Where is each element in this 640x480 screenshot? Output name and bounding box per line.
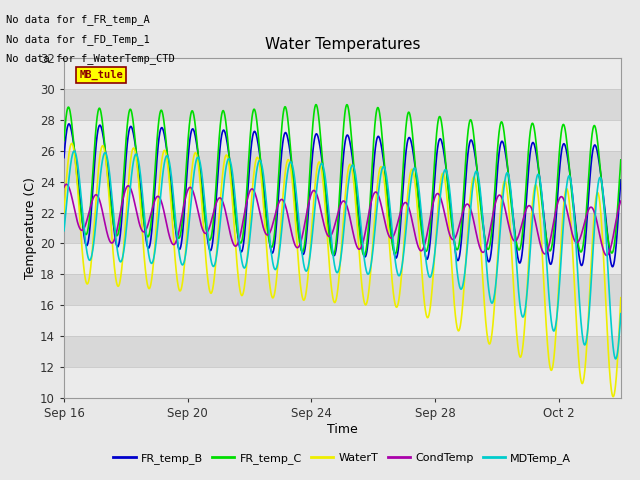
Legend: FR_temp_B, FR_temp_C, WaterT, CondTemp, MDTemp_A: FR_temp_B, FR_temp_C, WaterT, CondTemp, … [109,448,576,468]
Y-axis label: Temperature (C): Temperature (C) [24,177,37,279]
Bar [64,243,621,275]
Bar [64,120,621,151]
Bar [64,181,621,213]
Bar [64,58,621,89]
Bar [64,367,621,398]
Text: MB_tule: MB_tule [79,70,124,80]
Title: Water Temperatures: Water Temperatures [265,37,420,52]
Text: No data for f_FR_temp_A: No data for f_FR_temp_A [6,14,150,25]
Text: No data for f_FD_Temp_1: No data for f_FD_Temp_1 [6,34,150,45]
Bar [64,305,621,336]
X-axis label: Time: Time [327,423,358,436]
Text: No data for f_WaterTemp_CTD: No data for f_WaterTemp_CTD [6,53,175,64]
